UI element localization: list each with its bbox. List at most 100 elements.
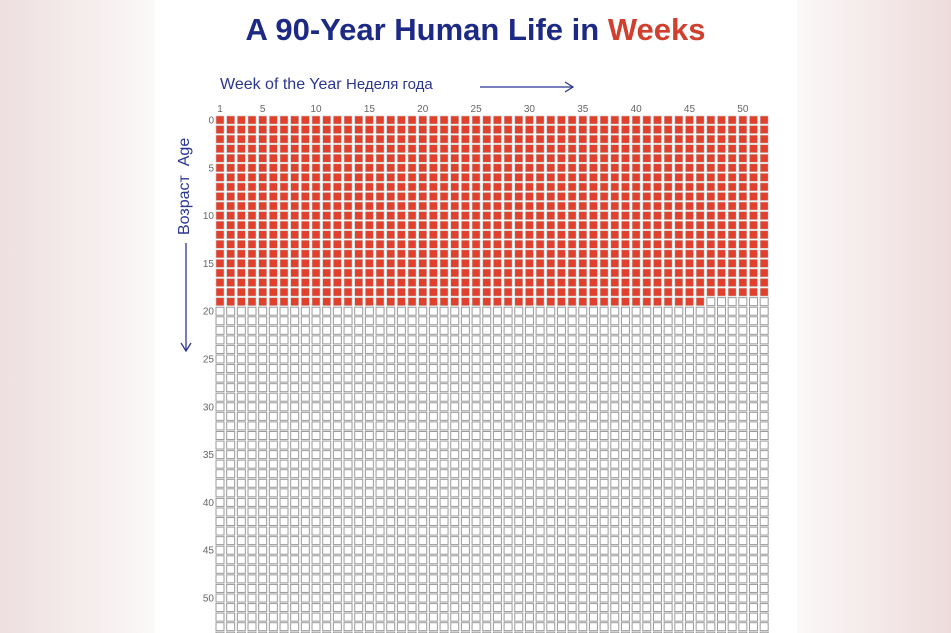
week-lived: [738, 173, 748, 182]
week-lived: [461, 153, 470, 163]
week-empty: [759, 440, 769, 450]
week-lived: [418, 173, 428, 182]
week-empty: [482, 593, 492, 603]
week-lived: [717, 259, 726, 268]
week-empty: [503, 564, 513, 574]
week-empty: [588, 364, 598, 374]
week-empty: [428, 325, 438, 335]
week-empty: [226, 517, 236, 527]
week-empty: [620, 459, 630, 469]
week-empty: [236, 526, 246, 536]
week-empty: [706, 297, 716, 307]
week-empty: [706, 469, 716, 479]
week-lived: [439, 268, 449, 278]
week-lived: [578, 220, 588, 230]
week-empty: [642, 440, 652, 450]
week-empty: [588, 545, 598, 555]
week-lived: [439, 297, 449, 306]
week-lived: [759, 278, 769, 287]
week-empty: [290, 459, 300, 469]
week-empty: [620, 488, 630, 498]
week-lived: [727, 268, 737, 278]
week-empty: [247, 622, 257, 632]
week-lived: [333, 239, 342, 249]
week-empty: [450, 335, 460, 345]
week-empty: [620, 574, 630, 584]
week-lived: [717, 134, 726, 144]
week-lived: [343, 192, 353, 201]
week-lived: [727, 278, 737, 287]
week-lived: [247, 153, 257, 163]
week-empty: [300, 430, 310, 440]
week-empty: [706, 316, 716, 326]
week-empty: [652, 440, 662, 450]
week-empty: [215, 421, 225, 431]
week-empty: [300, 564, 310, 574]
week-lived: [557, 144, 566, 153]
week-lived: [589, 125, 598, 134]
week-empty: [364, 316, 374, 326]
week-empty: [599, 526, 609, 536]
week-empty: [450, 354, 460, 364]
week-empty: [674, 488, 684, 498]
week-lived: [621, 153, 630, 163]
week-lived: [333, 268, 342, 278]
week-lived: [226, 153, 235, 163]
week-lived: [525, 115, 534, 125]
week-lived: [311, 173, 321, 182]
week-lived: [738, 220, 748, 230]
week-empty: [567, 383, 577, 393]
week-empty: [663, 459, 673, 469]
week-lived: [631, 287, 641, 297]
week-empty: [343, 402, 353, 412]
week-empty: [290, 603, 300, 613]
week-empty: [492, 593, 502, 603]
week-lived: [429, 259, 438, 268]
week-empty: [471, 392, 481, 402]
week-empty: [418, 459, 428, 469]
week-empty: [247, 354, 257, 364]
week-empty: [332, 574, 342, 584]
week-empty: [567, 603, 577, 613]
week-lived: [759, 192, 769, 201]
week-empty: [599, 364, 609, 374]
week-empty: [610, 354, 620, 364]
week-lived: [354, 278, 364, 287]
week-lived: [471, 220, 481, 230]
week-empty: [407, 593, 417, 603]
week-empty: [738, 564, 748, 574]
week-empty: [364, 364, 374, 374]
week-lived: [567, 134, 577, 144]
week-lived: [301, 173, 310, 182]
week-lived: [685, 297, 694, 306]
week-empty: [226, 536, 236, 546]
week-empty: [759, 507, 769, 517]
week-lived: [610, 153, 620, 163]
week-empty: [375, 392, 385, 402]
week-empty: [375, 354, 385, 364]
week-empty: [535, 488, 545, 498]
week-empty: [556, 612, 566, 622]
week-empty: [578, 478, 588, 488]
week-empty: [418, 497, 428, 507]
week-lived: [621, 287, 630, 297]
week-lived: [514, 115, 524, 125]
week-empty: [311, 364, 321, 374]
week-empty: [450, 574, 460, 584]
week-lived: [461, 230, 470, 240]
week-lived: [621, 211, 630, 220]
week-lived: [749, 192, 758, 201]
week-lived: [418, 268, 428, 278]
week-empty: [322, 583, 332, 593]
week-empty: [236, 402, 246, 412]
week-empty: [610, 450, 620, 460]
week-empty: [514, 564, 524, 574]
week-lived: [439, 230, 449, 240]
week-empty: [482, 574, 492, 584]
week-empty: [364, 517, 374, 527]
week-lived: [621, 144, 630, 153]
week-lived: [397, 153, 406, 163]
week-empty: [215, 564, 225, 574]
week-lived: [695, 278, 705, 287]
week-empty: [738, 488, 748, 498]
